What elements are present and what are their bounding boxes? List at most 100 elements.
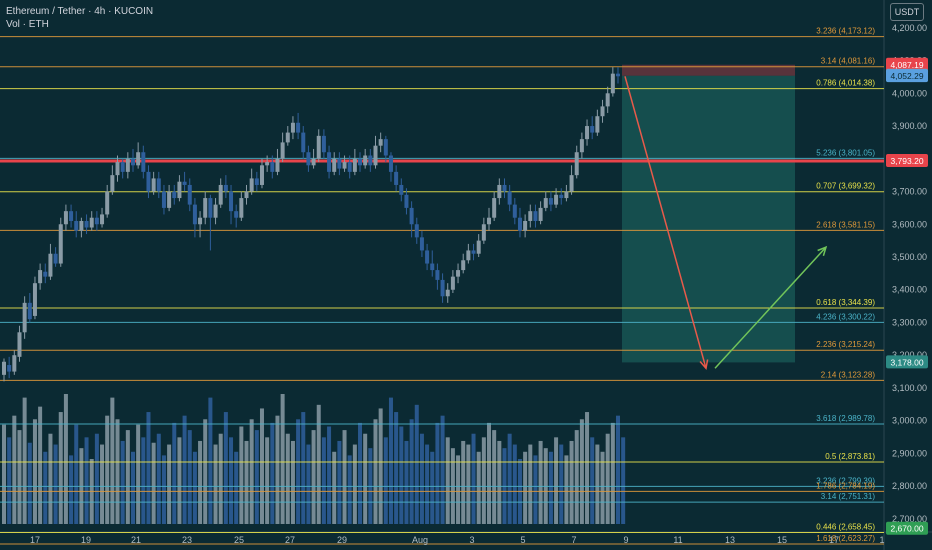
volume-bar bbox=[590, 437, 595, 524]
fib-level-label: 0.618 (3,344.39) bbox=[816, 298, 875, 307]
x-tick-label: 19 bbox=[81, 535, 91, 545]
candle-body bbox=[564, 191, 569, 199]
volume-bar bbox=[12, 415, 17, 524]
candle-body bbox=[58, 224, 63, 264]
volume-bar bbox=[507, 433, 512, 524]
candle-body bbox=[198, 217, 203, 225]
volume-bar bbox=[234, 451, 239, 524]
volume-bar bbox=[58, 412, 63, 524]
volume-bar bbox=[337, 440, 342, 524]
y-tick-label: 3,300.00 bbox=[892, 317, 927, 327]
candle-body bbox=[574, 152, 579, 176]
candle-body bbox=[182, 181, 187, 185]
fib-level-label: 0.446 (2,658.45) bbox=[816, 523, 875, 532]
candle-body bbox=[27, 302, 32, 320]
volume-bar bbox=[538, 440, 543, 524]
volume-bar bbox=[512, 444, 517, 524]
candle-body bbox=[548, 198, 553, 205]
volume-bar bbox=[492, 430, 497, 524]
volume-bar bbox=[167, 444, 172, 524]
volume-bar bbox=[445, 437, 450, 524]
price-tag-label: 3,178.00 bbox=[890, 357, 923, 367]
volume-bar bbox=[461, 440, 466, 524]
volume-bar bbox=[311, 430, 316, 524]
candle-body bbox=[203, 198, 208, 218]
x-tick-label: 3 bbox=[469, 535, 474, 545]
volume-bar bbox=[146, 412, 151, 524]
x-tick-label: 9 bbox=[623, 535, 628, 545]
candle-body bbox=[290, 122, 295, 133]
volume-bar bbox=[105, 415, 110, 524]
candle-body bbox=[332, 158, 337, 172]
volume-bar bbox=[559, 444, 564, 524]
candle-body bbox=[156, 178, 161, 192]
volume-bar bbox=[388, 397, 393, 524]
fib-level-label: 3.236 (2,799.39) bbox=[816, 476, 875, 485]
candle-body bbox=[461, 260, 466, 271]
candle-body bbox=[244, 191, 249, 199]
currency-button[interactable]: USDT bbox=[890, 3, 924, 21]
candle-body bbox=[487, 217, 492, 225]
y-tick-label: 3,600.00 bbox=[892, 219, 927, 229]
candle-body bbox=[388, 155, 393, 172]
price-tag-label: 2,670.00 bbox=[890, 524, 923, 534]
candle-body bbox=[192, 204, 197, 225]
volume-bar bbox=[208, 397, 213, 524]
volume-bar bbox=[409, 419, 414, 524]
candle-body bbox=[430, 263, 435, 271]
candle-body bbox=[167, 191, 172, 208]
candle-body bbox=[590, 126, 595, 133]
candle-body bbox=[337, 158, 342, 169]
candle-body bbox=[301, 132, 306, 153]
candle-body bbox=[347, 162, 352, 172]
candle-body bbox=[507, 191, 512, 205]
candle-body bbox=[125, 158, 130, 172]
volume-bar bbox=[285, 433, 290, 524]
y-tick-label: 3,900.00 bbox=[892, 121, 927, 131]
candle-body bbox=[63, 211, 68, 225]
candle-body bbox=[100, 214, 105, 225]
volume-bar bbox=[115, 419, 120, 524]
volume-bar bbox=[440, 415, 445, 524]
volume-bar bbox=[497, 440, 502, 524]
candle-body bbox=[585, 126, 590, 140]
volume-bar bbox=[43, 451, 48, 524]
candle-body bbox=[296, 122, 301, 133]
candle-body bbox=[177, 181, 182, 199]
y-tick-label: 3,100.00 bbox=[892, 383, 927, 393]
fib-level-label: 0.786 (4,014.38) bbox=[816, 79, 875, 88]
volume-bar bbox=[38, 406, 43, 524]
candle-body bbox=[373, 145, 378, 166]
volume-bar bbox=[435, 422, 440, 524]
volume-bar bbox=[270, 422, 275, 524]
fib-level-label: 4.236 (3,300.22) bbox=[816, 312, 875, 321]
candle-body bbox=[435, 270, 440, 280]
volume-bar bbox=[254, 430, 259, 524]
candle-body bbox=[275, 158, 280, 172]
candle-body bbox=[409, 207, 414, 225]
candle-body bbox=[492, 198, 497, 218]
candle-body bbox=[358, 158, 363, 166]
volume-bar bbox=[595, 444, 600, 524]
volume-bar bbox=[394, 412, 399, 524]
volume-bar bbox=[574, 430, 579, 524]
fib-level-label: 2.618 (3,581.15) bbox=[816, 220, 875, 229]
down-arrow-head bbox=[699, 359, 709, 370]
candle-body bbox=[259, 165, 264, 185]
volume-bar bbox=[74, 424, 79, 524]
candle-body bbox=[48, 253, 53, 277]
candle-body bbox=[7, 365, 12, 372]
volume-bar bbox=[125, 430, 130, 524]
candle-body bbox=[440, 279, 445, 297]
volume-bar bbox=[605, 433, 610, 524]
candle-body bbox=[579, 139, 584, 153]
candle-body bbox=[79, 220, 84, 231]
fib-level-label: 3.14 (4,081.16) bbox=[821, 57, 876, 66]
x-tick-label: Aug bbox=[412, 535, 428, 545]
x-tick-label: 15 bbox=[777, 535, 787, 545]
volume-bar bbox=[523, 451, 528, 524]
candle-body bbox=[378, 139, 383, 146]
candle-body bbox=[368, 155, 373, 166]
candle-body bbox=[538, 207, 543, 221]
